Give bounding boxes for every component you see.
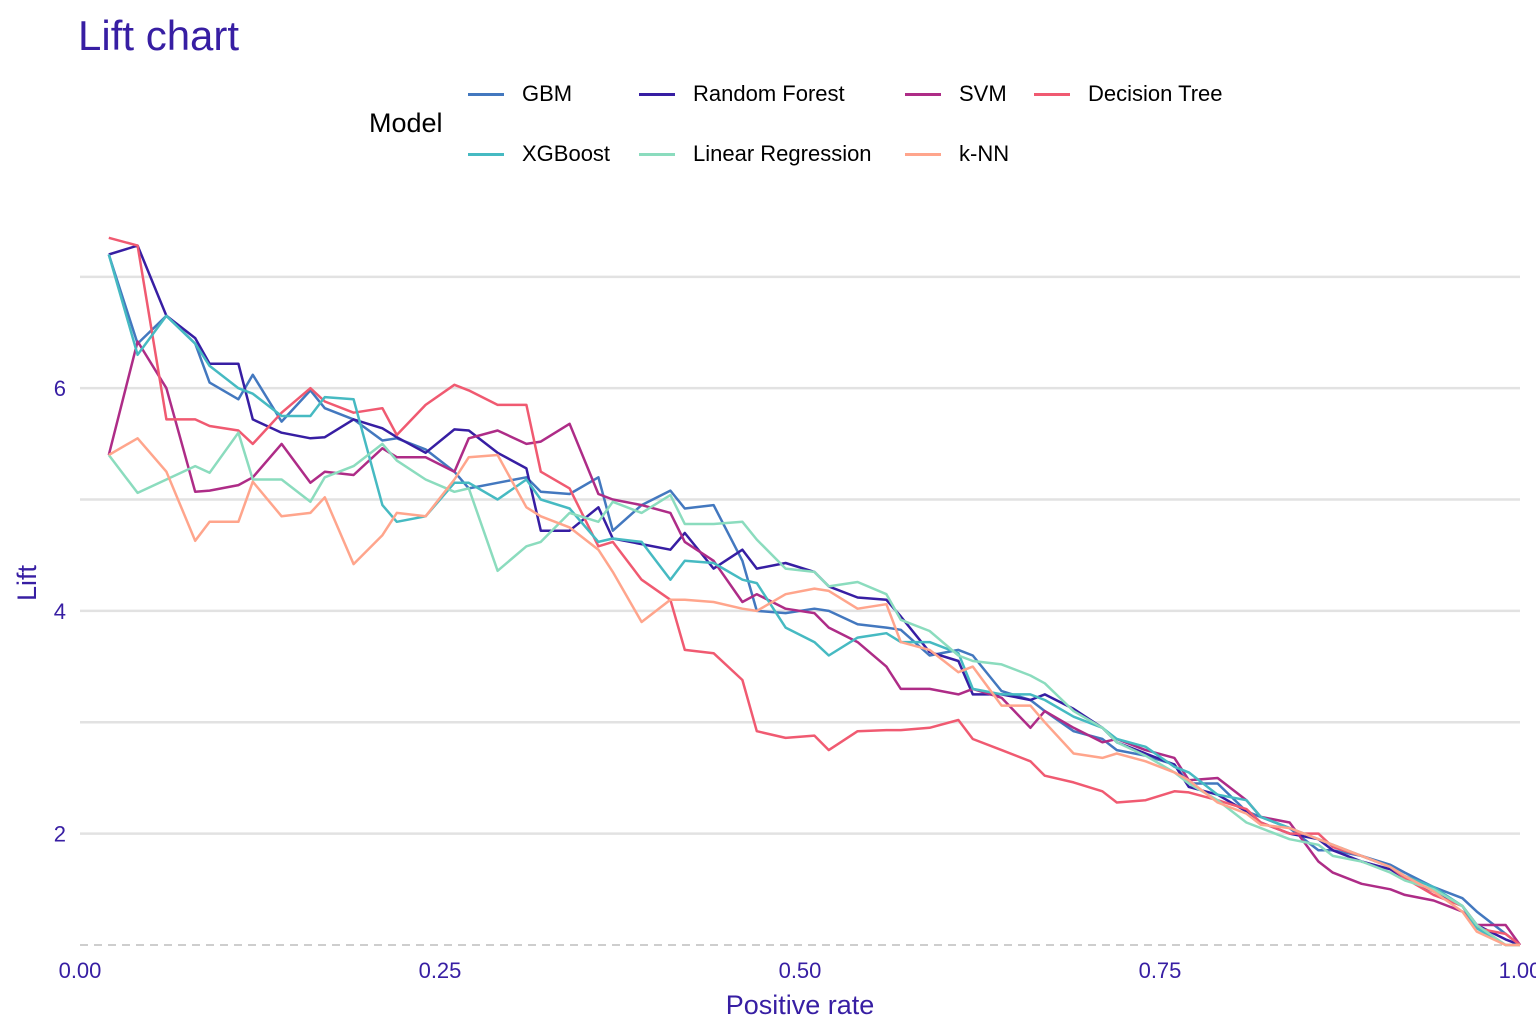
legend-swatch <box>905 92 941 96</box>
series-line-linear-regression <box>107 431 1520 947</box>
legend-swatch <box>468 152 504 156</box>
legend-label: Linear Regression <box>693 141 872 166</box>
x-tick-label: 0.00 <box>59 958 102 983</box>
legend-item-xgboost[interactable]: XGBoost <box>468 139 610 169</box>
y-axis-title: Lift <box>12 564 42 601</box>
x-axis-title: Positive rate <box>726 990 875 1020</box>
legend-item-linear-regression[interactable]: Linear Regression <box>639 139 872 169</box>
legend-label: SVM <box>959 81 1007 106</box>
x-tick-label: 0.25 <box>419 958 462 983</box>
legend-swatch <box>639 152 675 156</box>
legend-item-svm[interactable]: SVM <box>905 79 1007 109</box>
x-tick-label: 0.75 <box>1139 958 1182 983</box>
legend-title: Model <box>369 108 443 138</box>
series-line-gbm <box>107 254 1521 946</box>
series-line-k-nn <box>108 437 1520 947</box>
legend-swatch <box>639 92 675 96</box>
legend-swatch <box>1034 92 1070 96</box>
legend-label: GBM <box>522 81 573 106</box>
series-line-decision-tree <box>108 236 1521 946</box>
legend-swatch <box>468 92 504 96</box>
y-tick-labels: 2 4 6 <box>54 376 66 846</box>
legend-item-random-forest[interactable]: Random Forest <box>639 79 845 109</box>
y-tick-label: 4 <box>54 599 66 624</box>
chart-title: Lift chart <box>78 12 240 59</box>
legend-swatch <box>905 152 941 156</box>
legend-label: Decision Tree <box>1088 81 1223 106</box>
series-line-random-forest <box>108 244 1521 947</box>
y-tick-label: 2 <box>54 822 66 847</box>
y-tick-label: 6 <box>54 376 66 401</box>
x-tick-labels: 0.00 0.25 0.50 0.75 1.00 <box>59 958 1536 983</box>
legend-label: Random Forest <box>693 81 845 106</box>
x-tick-label: 1.00 <box>1499 958 1536 983</box>
legend-item-knn[interactable]: k-NN <box>905 139 1009 169</box>
legend-item-decision-tree[interactable]: Decision Tree <box>1034 79 1223 109</box>
gridlines <box>80 275 1520 835</box>
legend-label: k-NN <box>959 141 1010 166</box>
x-tick-label: 0.50 <box>779 958 822 983</box>
legend-item-gbm[interactable]: GBM <box>468 79 572 109</box>
legend-label: XGBoost <box>522 141 611 166</box>
series-lines <box>107 236 1522 947</box>
